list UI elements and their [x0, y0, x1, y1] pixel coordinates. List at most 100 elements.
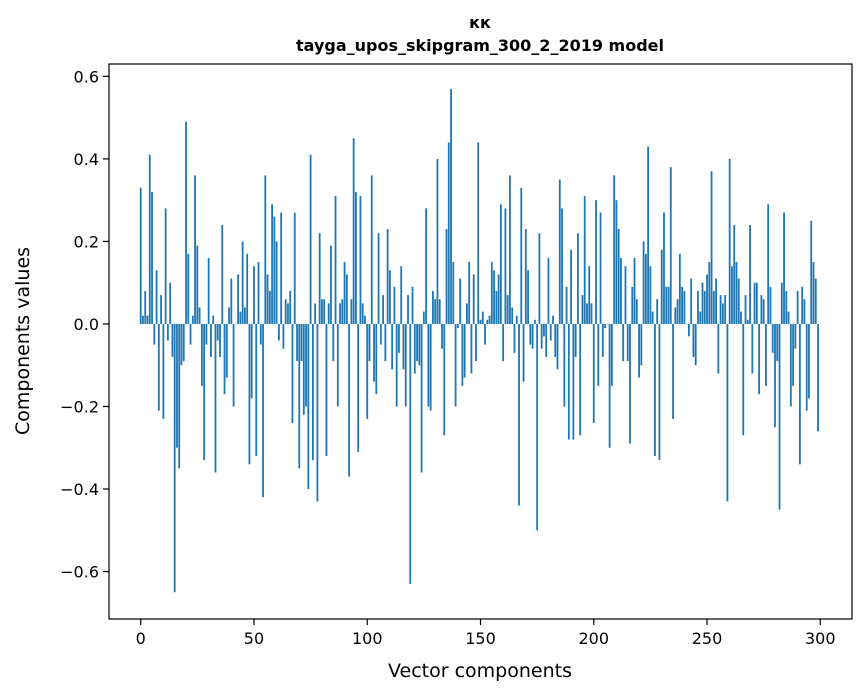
bar: [250, 323, 253, 399]
bar: [271, 204, 273, 324]
bar: [515, 315, 518, 324]
bar: [674, 307, 677, 324]
bar: [549, 323, 552, 341]
bar: [683, 290, 686, 324]
bar: [395, 323, 398, 407]
bar: [268, 290, 271, 324]
bar: [495, 290, 498, 324]
bar: [701, 282, 704, 324]
bar: [472, 274, 475, 324]
bar: [221, 224, 224, 324]
bar: [796, 290, 799, 324]
chart-title: кк: [469, 13, 491, 32]
bar: [277, 323, 280, 341]
y-axis-label: Components values: [12, 247, 34, 435]
bar: [629, 323, 631, 444]
bar: [264, 175, 267, 324]
bar: [207, 257, 210, 324]
bar: [744, 295, 747, 324]
bar: [545, 323, 548, 357]
bar: [244, 307, 246, 324]
bar: [407, 295, 409, 324]
bar: [343, 262, 346, 324]
bar: [710, 171, 713, 324]
bar: [200, 323, 203, 386]
bar: [194, 175, 196, 324]
bar: [438, 299, 441, 324]
bar: [746, 319, 749, 324]
bar: [330, 245, 332, 324]
bar: [624, 266, 627, 324]
bar: [610, 323, 613, 386]
bar: [615, 200, 618, 324]
bar: [345, 274, 348, 324]
bar: [728, 158, 731, 324]
bar: [724, 295, 727, 324]
bar: [792, 323, 795, 386]
bar: [468, 262, 471, 324]
bar: [248, 323, 251, 465]
bar: [173, 323, 176, 593]
bar: [742, 323, 745, 436]
bar: [214, 323, 217, 473]
bar: [649, 266, 652, 324]
bar: [697, 290, 699, 324]
bar: [805, 323, 808, 411]
bar: [522, 323, 525, 382]
bar: [198, 307, 201, 324]
bar: [239, 311, 242, 324]
bar: [189, 323, 192, 345]
bar: [196, 245, 199, 324]
bar: [488, 315, 491, 324]
bar: [361, 303, 364, 324]
bar: [552, 315, 554, 324]
bar: [667, 286, 670, 324]
bar: [341, 299, 344, 324]
x-tick-label: 200: [578, 629, 609, 648]
bar: [411, 286, 414, 324]
bar: [712, 290, 715, 324]
bar: [633, 257, 636, 324]
bar: [567, 323, 570, 440]
bar: [620, 257, 622, 324]
bar: [780, 282, 783, 324]
bar: [810, 220, 813, 324]
bar: [762, 299, 765, 324]
bar: [771, 323, 774, 353]
bar: [307, 323, 310, 490]
bar: [626, 323, 629, 362]
bar: [253, 266, 255, 324]
bar: [146, 315, 149, 324]
bar: [450, 88, 452, 324]
bar: [803, 299, 806, 324]
bar: [191, 315, 194, 324]
bar: [153, 323, 156, 345]
bar: [669, 167, 672, 324]
bar: [678, 253, 681, 324]
bar: [364, 315, 366, 324]
bar: [608, 323, 611, 448]
bar: [538, 233, 541, 324]
bar: [656, 299, 659, 324]
bar: [348, 323, 351, 477]
bar: [357, 323, 360, 452]
plot-frame: [108, 63, 853, 620]
bar: [429, 323, 432, 411]
bar: [499, 204, 502, 324]
bar: [801, 286, 804, 324]
bar: [660, 249, 663, 324]
bar: [386, 229, 389, 324]
bar: [436, 158, 439, 324]
bar: [257, 262, 260, 324]
bar: [694, 323, 697, 366]
bar: [726, 323, 729, 502]
bar: [368, 323, 371, 362]
bar: [359, 196, 362, 324]
bar: [597, 323, 600, 386]
bar: [210, 323, 212, 357]
bar: [599, 212, 602, 324]
bar: [622, 323, 625, 362]
bar: [572, 323, 575, 440]
chart-subtitle: tayga_upos_skipgram_300_2_2019 model: [296, 36, 664, 55]
bar: [595, 200, 597, 324]
